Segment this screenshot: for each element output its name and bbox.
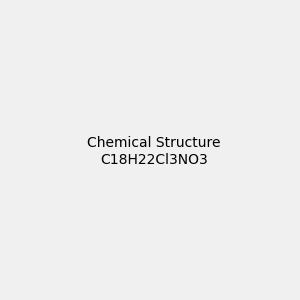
Text: Chemical Structure
C18H22Cl3NO3: Chemical Structure C18H22Cl3NO3 — [87, 136, 220, 166]
